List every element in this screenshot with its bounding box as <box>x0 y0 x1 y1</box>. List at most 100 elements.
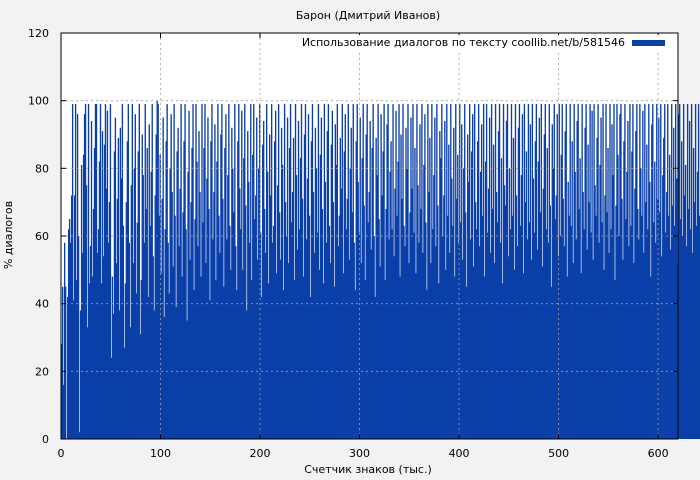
bar <box>177 127 179 439</box>
bar <box>592 259 594 439</box>
bar <box>549 205 551 439</box>
bar <box>137 151 139 439</box>
bar <box>369 120 371 439</box>
bar <box>149 225 151 439</box>
bar <box>422 252 424 439</box>
bar <box>619 114 621 439</box>
bar <box>526 239 529 439</box>
bar <box>607 148 609 440</box>
bar <box>220 134 222 439</box>
bar <box>633 263 635 439</box>
bar <box>617 154 619 440</box>
bar <box>100 283 103 439</box>
bar <box>437 205 439 439</box>
bar <box>95 104 98 440</box>
bar <box>248 181 250 439</box>
bar <box>386 124 388 439</box>
bar <box>489 252 492 439</box>
bar <box>138 104 140 440</box>
bar <box>125 202 128 439</box>
bar <box>436 104 438 440</box>
bar <box>551 124 553 439</box>
bar <box>258 168 260 440</box>
bar <box>454 276 456 439</box>
bar <box>109 104 112 440</box>
bar <box>492 144 495 439</box>
bar <box>606 212 608 439</box>
bar <box>664 104 666 440</box>
bar <box>383 104 385 440</box>
bar <box>338 215 340 439</box>
bar <box>371 148 373 440</box>
bar <box>504 205 507 439</box>
bar <box>329 263 332 439</box>
bar <box>458 242 460 439</box>
y-tick-label: 120 <box>28 27 49 40</box>
bar <box>624 104 626 440</box>
bar <box>135 293 137 439</box>
bar <box>218 215 220 439</box>
x-tick-label: 100 <box>150 447 171 460</box>
bar <box>411 188 413 439</box>
bar <box>678 114 680 439</box>
bar <box>241 110 243 440</box>
bar <box>385 208 387 439</box>
bar <box>123 347 126 439</box>
bar <box>323 104 326 440</box>
bar <box>490 104 493 440</box>
bar <box>153 310 155 439</box>
bar <box>108 202 111 439</box>
bar <box>175 307 177 439</box>
bar <box>389 171 391 439</box>
bar <box>263 120 265 439</box>
bar <box>270 104 273 440</box>
bar <box>304 104 307 440</box>
bar <box>529 124 532 439</box>
bar <box>453 127 455 439</box>
bar <box>637 208 639 439</box>
bar <box>584 127 586 439</box>
bar <box>120 178 123 439</box>
bar <box>597 104 599 440</box>
legend: Использование диалогов по тексту coollib… <box>302 35 672 51</box>
bar <box>84 104 87 440</box>
bar <box>212 239 214 439</box>
bar <box>583 229 585 439</box>
x-tick-label: 600 <box>648 447 669 460</box>
bar <box>126 141 129 439</box>
bar <box>379 266 381 439</box>
bar <box>83 114 86 439</box>
bar <box>670 249 672 439</box>
bar <box>201 104 203 440</box>
bar <box>610 229 612 439</box>
bar <box>301 198 304 439</box>
bar <box>209 300 211 439</box>
bar <box>506 104 509 440</box>
bar <box>163 317 165 439</box>
bar <box>512 137 515 439</box>
bar <box>559 236 561 439</box>
bar <box>618 236 620 439</box>
bar <box>439 131 441 439</box>
bar <box>374 296 376 439</box>
bar <box>284 202 287 439</box>
bar <box>695 225 698 439</box>
bar <box>273 141 276 439</box>
bar <box>348 259 350 439</box>
bar <box>603 269 605 439</box>
bar <box>414 148 416 440</box>
bar <box>294 104 297 440</box>
bar <box>85 185 88 439</box>
bar <box>516 246 519 439</box>
bar <box>417 185 419 439</box>
bar <box>215 279 217 439</box>
bar <box>614 279 616 439</box>
bar <box>358 232 360 439</box>
bar <box>285 236 288 439</box>
bar <box>455 104 457 440</box>
bar <box>264 208 266 439</box>
bar <box>363 205 365 439</box>
bar <box>405 127 407 439</box>
bar <box>448 144 450 439</box>
bar <box>351 212 353 439</box>
